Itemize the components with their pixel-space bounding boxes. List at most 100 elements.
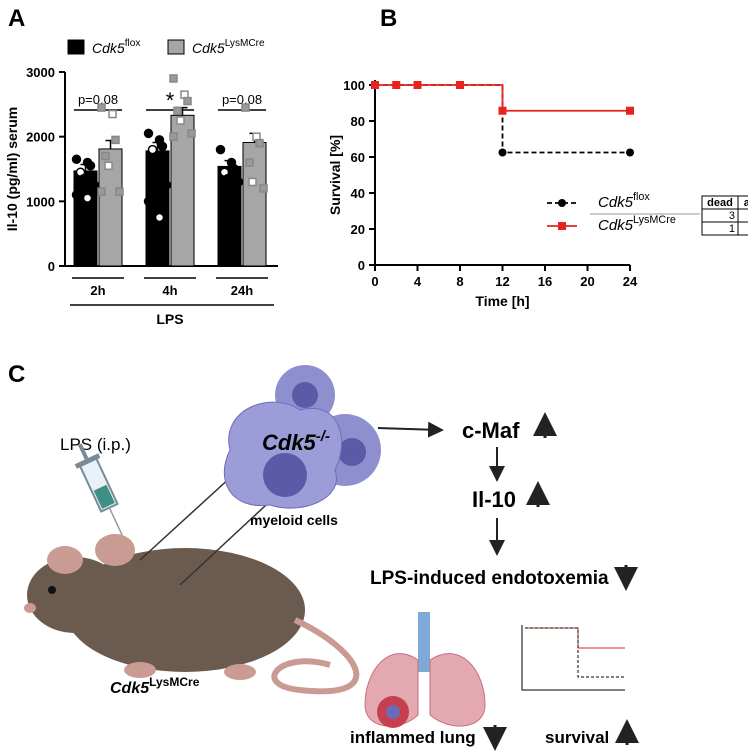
legend-marker — [558, 222, 566, 230]
cell-gene: Cdk5-/- — [262, 428, 330, 455]
data-point — [169, 132, 178, 141]
data-point — [215, 144, 226, 155]
legend-sup: LysMCre — [633, 214, 676, 226]
y-tick-label: 20 — [351, 222, 365, 237]
data-point — [71, 154, 82, 165]
marker — [456, 81, 464, 89]
legend-label: Cdk5LysMCre — [598, 214, 676, 234]
legend-swatch — [167, 39, 185, 55]
legend-sup: LysMCre — [225, 38, 265, 49]
data-point — [259, 184, 268, 193]
data-point — [187, 129, 196, 138]
data-point — [222, 173, 233, 184]
panel-label: B — [380, 5, 397, 32]
myeloid-cells — [223, 365, 381, 509]
x-tick-label: 2h — [90, 283, 105, 298]
legend-label: Cdk5flox — [92, 38, 140, 56]
legend-swatch — [67, 39, 85, 55]
x-tick-label: 8 — [456, 274, 463, 289]
step: c-Maf — [462, 418, 520, 443]
y-tick-label: 3000 — [26, 65, 55, 80]
table-cell: 1 — [729, 223, 735, 235]
annotation: p=0.08 — [222, 92, 262, 107]
x-axis-label: LPS — [156, 311, 183, 327]
data-point — [229, 164, 240, 174]
y-tick-label: 100 — [343, 78, 365, 93]
panel-label: A — [8, 5, 25, 32]
data-point — [143, 196, 154, 207]
table-header: dead — [707, 197, 733, 209]
data-point — [173, 106, 182, 116]
data-point — [85, 161, 96, 171]
x-axis-label: Time [h] — [475, 293, 529, 309]
x-tick-label: 4 — [414, 274, 422, 289]
gene-sup: -/- — [316, 428, 330, 445]
mouse — [24, 534, 360, 695]
data-point — [111, 135, 120, 145]
lungs — [364, 612, 486, 728]
y-axis-label: Survival [%] — [327, 135, 343, 215]
gene-sup: LysMCre — [149, 675, 200, 689]
x-tick-label: 24 — [623, 274, 638, 289]
data-point — [150, 164, 161, 174]
y-tick-label: 40 — [351, 186, 365, 201]
marker — [371, 81, 379, 89]
data-point — [78, 173, 89, 184]
data-point — [97, 103, 106, 112]
data-point — [101, 151, 110, 161]
x-tick-label: 24h — [231, 283, 253, 298]
marker — [498, 148, 507, 157]
table-header: alive — [744, 197, 748, 209]
data-point — [71, 190, 82, 200]
y-tick-label: 0 — [358, 258, 365, 273]
panel-c: C LPS (i.p.) — [8, 361, 639, 751]
x-tick-label: 16 — [538, 274, 552, 289]
outcome: inflammed lung — [350, 728, 476, 747]
data-point — [82, 193, 93, 203]
data-point — [169, 74, 178, 83]
legend-label: Cdk5LysMCre — [192, 38, 265, 56]
legend-sup: flox — [633, 191, 650, 203]
data-point — [255, 138, 264, 148]
annotation: p=0.08 — [78, 92, 118, 107]
data-point — [245, 158, 254, 167]
step: LPS-induced endotoxemia — [370, 568, 609, 589]
data-point — [108, 109, 117, 119]
y-tick-label: 2000 — [26, 130, 55, 145]
step: Il-10 — [472, 487, 516, 512]
injection-label: LPS (i.p.) — [60, 435, 131, 454]
data-point — [157, 141, 168, 152]
data-point — [233, 177, 244, 187]
marker — [392, 81, 401, 89]
cell-label: myeloid cells — [250, 512, 338, 528]
data-point — [143, 128, 154, 139]
mouse-gene: Cdk5LysMCre — [110, 675, 200, 697]
data-point — [154, 212, 165, 223]
legend-name: Cdk5 — [598, 194, 634, 211]
legend-sup: flox — [125, 38, 141, 49]
y-tick-label: 80 — [351, 114, 365, 129]
data-point — [241, 103, 250, 112]
data-point — [161, 180, 172, 190]
data-point — [248, 177, 257, 187]
data-point — [176, 116, 185, 125]
data-point — [115, 187, 124, 196]
x-tick-label: 4h — [162, 283, 177, 298]
legend-name: Cdk5 — [92, 40, 125, 56]
marker — [498, 106, 507, 115]
marker — [413, 81, 422, 89]
annotation: * — [166, 88, 175, 113]
marker — [626, 148, 634, 157]
y-tick-label: 60 — [351, 150, 365, 165]
y-axis-label: Il-10 (pg/ml) serum — [4, 107, 20, 231]
legend-name: Cdk5 — [192, 40, 225, 56]
panel-label: C — [8, 361, 25, 388]
x-tick-label: 0 — [371, 274, 378, 289]
outcome: survival — [545, 728, 609, 747]
data-point — [147, 144, 158, 155]
gene: Cdk5 — [110, 680, 150, 697]
x-tick-label: 12 — [495, 274, 509, 289]
x-tick-label: 20 — [580, 274, 594, 289]
y-tick-label: 0 — [48, 259, 55, 274]
